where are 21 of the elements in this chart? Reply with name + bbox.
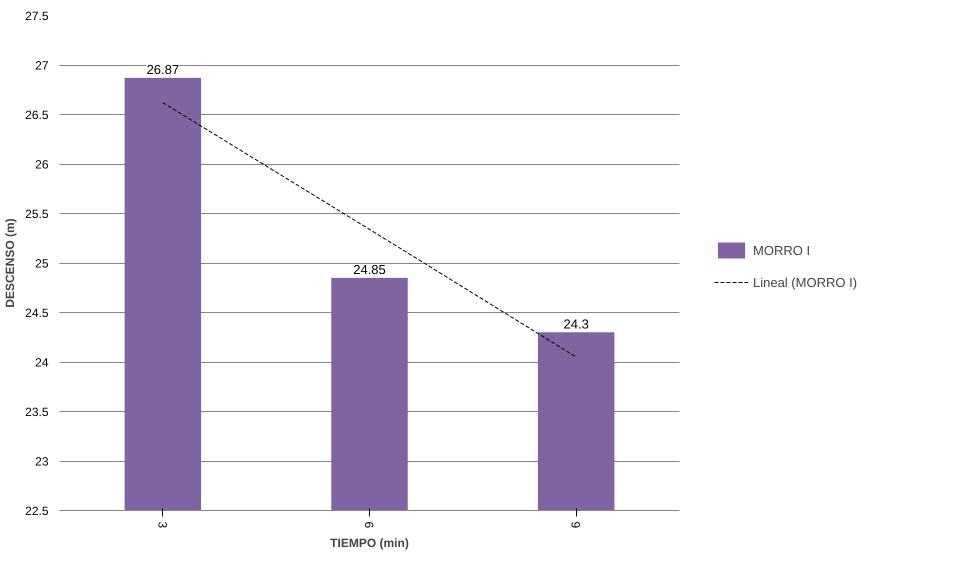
y-tick-label: 23.5 [25,405,49,419]
legend-label: Lineal (MORRO I) [753,274,858,290]
y-tick-label: 23 [35,454,49,468]
y-tick-label: 25.5 [25,207,49,221]
y-tick-label: 22.5 [25,504,49,518]
x-tick-label: 6 [362,522,376,528]
x-axis-title: TIEMPO (min) [330,536,409,550]
legend-label: MORRO I [753,242,810,258]
y-tick-label: 27.5 [25,9,49,23]
y-tick-label: 27 [35,58,49,72]
data-label: 24.85 [353,262,386,277]
y-tick-label: 26 [35,158,49,172]
y-tick-label: 24 [35,356,49,370]
x-tick-label: 9 [568,522,583,528]
y-tick-label: 25 [35,256,49,270]
y-tick-label: 26.5 [25,108,49,122]
data-label: 24.3 [564,316,589,332]
y-axis-title: DESCENSO (m) [3,218,18,308]
y-tick-label: 24.5 [25,306,49,320]
data-label: 26.87 [146,62,180,77]
x-tick-label: 3 [155,522,170,528]
